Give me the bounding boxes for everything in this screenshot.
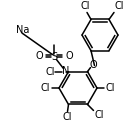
Text: O: O xyxy=(66,51,73,61)
Text: S: S xyxy=(51,52,58,62)
Text: Cl: Cl xyxy=(95,110,104,121)
Text: Cl: Cl xyxy=(80,1,90,12)
Text: Cl: Cl xyxy=(63,112,72,122)
Text: O: O xyxy=(90,60,97,70)
Text: O: O xyxy=(36,51,43,61)
Text: Cl: Cl xyxy=(46,67,55,77)
Text: Na: Na xyxy=(16,25,29,35)
Text: Cl: Cl xyxy=(105,83,115,93)
Text: Cl: Cl xyxy=(114,1,124,12)
Text: N: N xyxy=(62,66,69,76)
Text: Cl: Cl xyxy=(40,83,50,93)
